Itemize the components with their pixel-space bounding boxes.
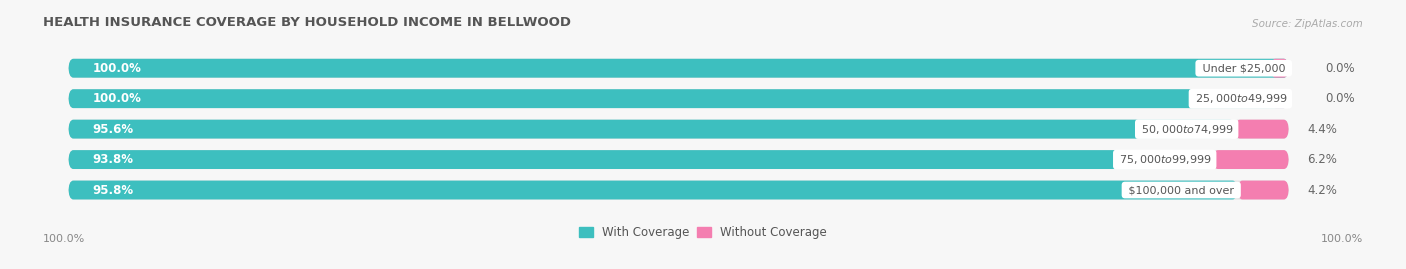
- Text: HEALTH INSURANCE COVERAGE BY HOUSEHOLD INCOME IN BELLWOOD: HEALTH INSURANCE COVERAGE BY HOUSEHOLD I…: [44, 16, 571, 29]
- Text: 100.0%: 100.0%: [93, 62, 142, 75]
- FancyBboxPatch shape: [69, 59, 1289, 78]
- Text: $75,000 to $99,999: $75,000 to $99,999: [1116, 153, 1213, 166]
- Text: 95.8%: 95.8%: [93, 183, 134, 197]
- Text: 6.2%: 6.2%: [1308, 153, 1337, 166]
- Text: $25,000 to $49,999: $25,000 to $49,999: [1192, 92, 1289, 105]
- FancyBboxPatch shape: [69, 89, 1289, 108]
- Text: 100.0%: 100.0%: [44, 234, 86, 244]
- Text: 4.2%: 4.2%: [1308, 183, 1337, 197]
- FancyBboxPatch shape: [1234, 120, 1289, 139]
- Text: Under $25,000: Under $25,000: [1199, 63, 1289, 73]
- FancyBboxPatch shape: [69, 150, 1289, 169]
- FancyBboxPatch shape: [69, 120, 1289, 139]
- FancyBboxPatch shape: [69, 150, 1213, 169]
- FancyBboxPatch shape: [1237, 180, 1289, 200]
- FancyBboxPatch shape: [69, 180, 1289, 200]
- Text: $50,000 to $74,999: $50,000 to $74,999: [1139, 123, 1234, 136]
- Legend: With Coverage, Without Coverage: With Coverage, Without Coverage: [579, 226, 827, 239]
- Text: 100.0%: 100.0%: [1320, 234, 1362, 244]
- Text: 0.0%: 0.0%: [1326, 62, 1355, 75]
- FancyBboxPatch shape: [69, 59, 1289, 78]
- Text: 100.0%: 100.0%: [93, 92, 142, 105]
- Text: Source: ZipAtlas.com: Source: ZipAtlas.com: [1251, 19, 1362, 29]
- Text: 93.8%: 93.8%: [93, 153, 134, 166]
- Text: 0.0%: 0.0%: [1326, 92, 1355, 105]
- FancyBboxPatch shape: [69, 89, 1289, 108]
- Text: 95.6%: 95.6%: [93, 123, 134, 136]
- Text: $100,000 and over: $100,000 and over: [1125, 185, 1237, 195]
- FancyBboxPatch shape: [1271, 59, 1289, 78]
- FancyBboxPatch shape: [69, 180, 1237, 200]
- FancyBboxPatch shape: [1213, 150, 1289, 169]
- FancyBboxPatch shape: [1271, 89, 1289, 108]
- Text: 4.4%: 4.4%: [1308, 123, 1337, 136]
- FancyBboxPatch shape: [69, 120, 1234, 139]
